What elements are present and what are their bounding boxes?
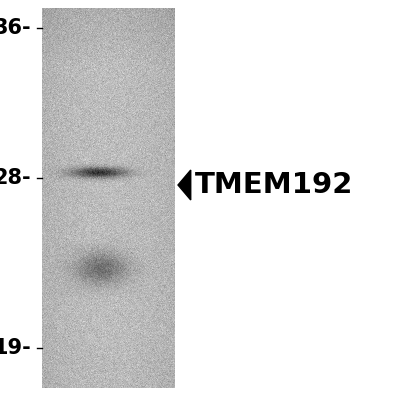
Text: 36-: 36-	[0, 18, 31, 38]
Polygon shape	[178, 170, 191, 200]
Text: 19-: 19-	[0, 338, 31, 358]
Text: TMEM192: TMEM192	[195, 171, 353, 199]
Text: 28-: 28-	[0, 168, 31, 188]
